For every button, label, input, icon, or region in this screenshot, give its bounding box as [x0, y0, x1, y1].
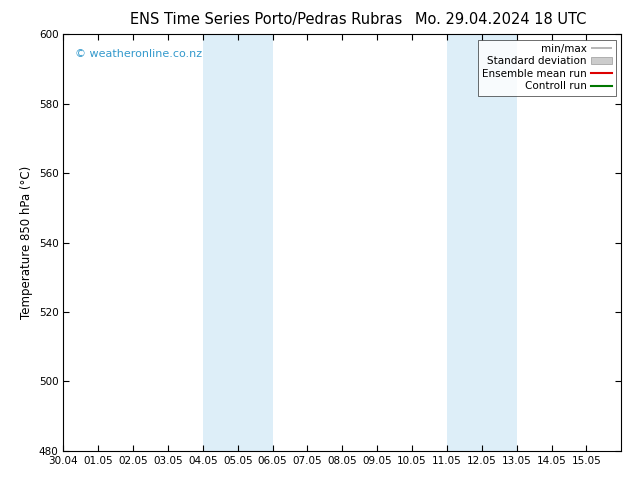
Bar: [203, 34, 273, 451]
Text: ENS Time Series Porto/Pedras Rubras: ENS Time Series Porto/Pedras Rubras: [130, 12, 403, 27]
Bar: [447, 34, 517, 451]
Text: Mo. 29.04.2024 18 UTC: Mo. 29.04.2024 18 UTC: [415, 12, 586, 27]
Y-axis label: Temperature 850 hPa (°C): Temperature 850 hPa (°C): [20, 166, 33, 319]
Text: © weatheronline.co.nz: © weatheronline.co.nz: [75, 49, 202, 59]
Legend: min/max, Standard deviation, Ensemble mean run, Controll run: min/max, Standard deviation, Ensemble me…: [478, 40, 616, 96]
